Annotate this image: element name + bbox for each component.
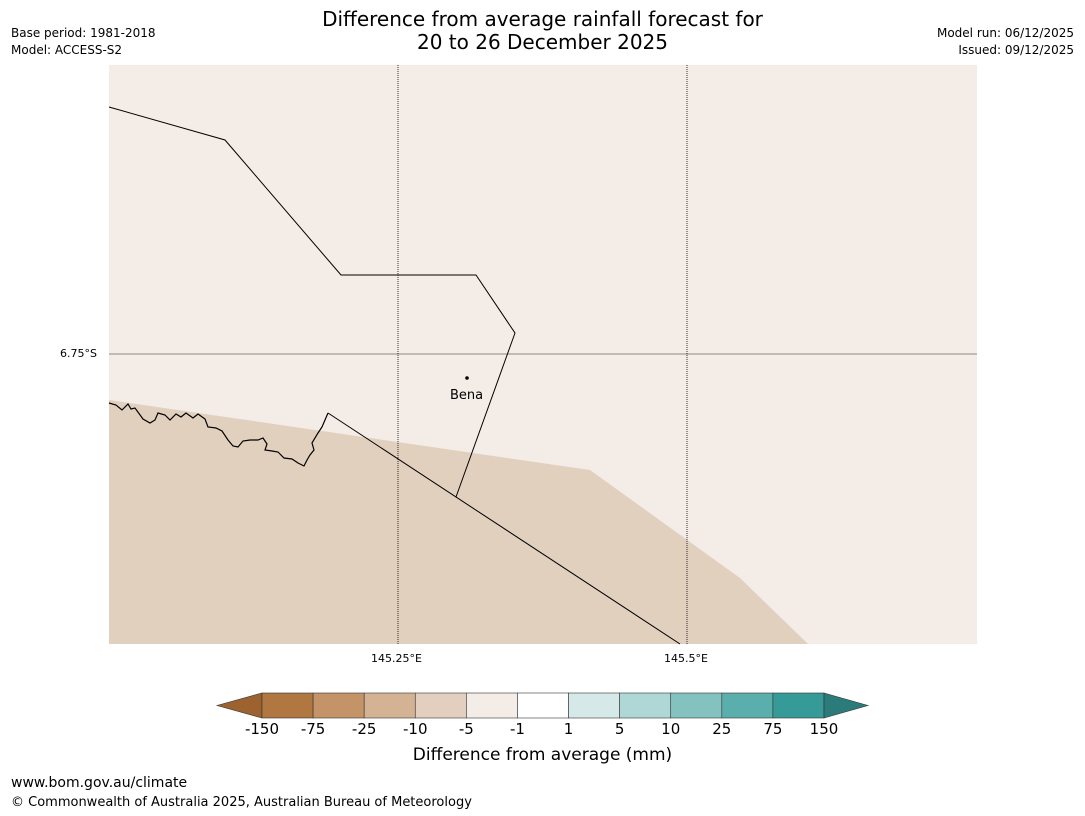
colorbar-title: Difference from average (mm)	[412, 745, 673, 765]
colorbar-tick-label: 25	[712, 720, 732, 738]
colorbar-box	[312, 692, 365, 719]
footer-copyright: © Commonwealth of Australia 2025, Austra…	[11, 795, 472, 810]
title-line-1: Difference from average rainfall forecas…	[322, 7, 763, 31]
colorbar-tick-label: 5	[614, 720, 625, 738]
colorbar-box	[721, 692, 774, 719]
title-line-2: 20 to 26 December 2025	[416, 30, 668, 54]
colorbar-box	[568, 692, 620, 719]
colorbar-box	[670, 692, 723, 719]
colorbar-tick-label: -25	[351, 720, 377, 738]
colorbar-box	[619, 692, 672, 719]
colorbar-box	[517, 692, 569, 719]
drier-region	[109, 400, 808, 644]
colorbar	[215, 692, 870, 719]
colorbar-tick-label: -1	[509, 720, 525, 738]
colorbar-tick-label: 10	[661, 720, 681, 738]
district-boundary	[108, 106, 516, 498]
colorbar-tick-label: 150	[809, 720, 839, 738]
colorbar-tick-label: 75	[763, 720, 783, 738]
longitude-label-1: 145.25°E	[371, 652, 422, 665]
river-boundary	[108, 402, 329, 467]
issued-date: Issued: 09/12/2025	[958, 43, 1074, 57]
meta-right: Model run: 06/12/2025 Issued: 09/12/2025	[937, 25, 1074, 59]
colorbar-box	[466, 692, 518, 719]
colorbar-box	[772, 692, 825, 719]
place-label-bena: Bena	[450, 388, 484, 403]
colorbar-tick-label: -150	[244, 720, 280, 738]
colorbar-tick-label: -75	[300, 720, 326, 738]
colorbar-box	[363, 692, 416, 719]
colorbar-tick-label: -5	[458, 720, 474, 738]
meta-left: Base period: 1981-2018 Model: ACCESS-S2	[11, 25, 156, 59]
base-period: Base period: 1981-2018	[11, 26, 156, 40]
model-name: Model: ACCESS-S2	[11, 43, 123, 57]
model-run: Model run: 06/12/2025	[936, 26, 1074, 40]
colorbar-extend-high	[823, 692, 870, 719]
colorbar-tick-label: 1	[563, 720, 574, 738]
longitude-label-2: 145.5°E	[664, 652, 708, 665]
footer-url[interactable]: www.bom.gov.au/climate	[11, 775, 188, 791]
colorbar-box	[414, 692, 467, 719]
bena-marker	[465, 376, 469, 380]
colorbar-tick-label: -10	[403, 720, 428, 738]
colorbar-extend-low	[215, 692, 263, 719]
chart-title: Difference from average rainfall forecas…	[0, 8, 1085, 54]
colorbar-box	[261, 692, 314, 719]
province-boundary	[327, 412, 681, 645]
latitude-label: 6.75°S	[60, 347, 97, 360]
